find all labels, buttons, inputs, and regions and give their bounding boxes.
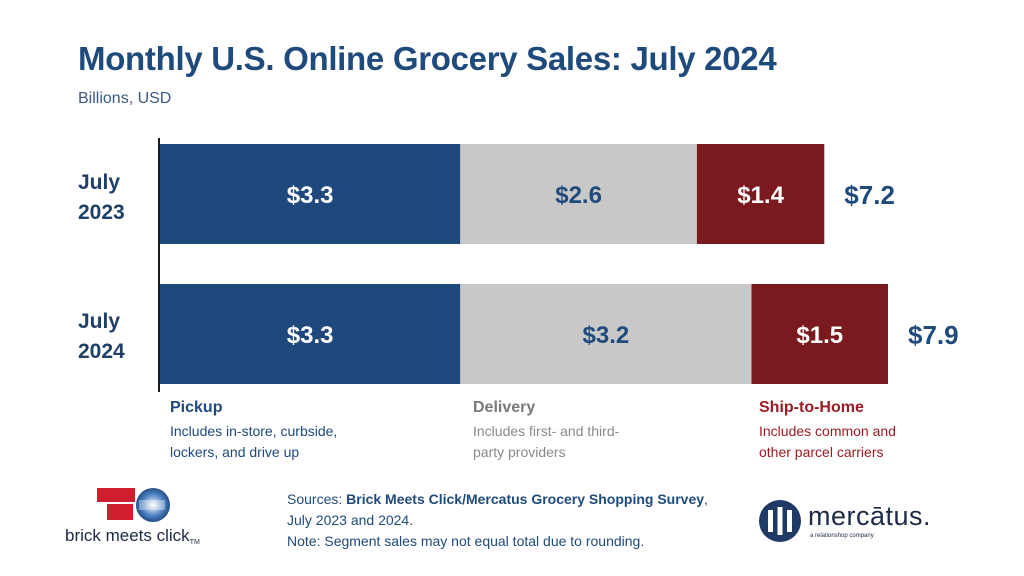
legend-pickup-desc-1: Includes in-store, curbside, bbox=[170, 423, 338, 439]
legend-ship-desc-2: other parcel carriers bbox=[759, 444, 884, 460]
legend-delivery-name: Delivery bbox=[473, 399, 536, 416]
bar-segment-ship-to-home-2023 bbox=[696, 144, 825, 244]
rounding-note: Note: Segment sales may not equal total … bbox=[287, 533, 645, 549]
bar-segment-delivery-2024 bbox=[460, 284, 752, 384]
data-label-delivery-2024: $3.2 bbox=[583, 322, 630, 349]
mercatus-logo: mercātus. a relationshop company bbox=[758, 497, 958, 547]
mercatus-mark-icon bbox=[759, 500, 801, 542]
data-label-ship-to-home-2023: $1.4 bbox=[737, 182, 784, 209]
data-label-pickup-2024: $3.3 bbox=[287, 322, 334, 349]
data-label-delivery-2023: $2.6 bbox=[555, 182, 602, 209]
category-label-2024: July 2024 bbox=[78, 307, 125, 367]
bar-segment-pickup-2023 bbox=[160, 144, 461, 244]
legend-ship-desc-1: Includes common and bbox=[759, 423, 896, 439]
brick-meets-click-name: brick meets click bbox=[65, 526, 190, 545]
sources-name: Brick Meets Click/Mercatus Grocery Shopp… bbox=[346, 491, 705, 507]
category-label-year: 2023 bbox=[78, 201, 125, 224]
legend-delivery: Delivery Includes first- and third- part… bbox=[473, 399, 619, 463]
brick-meets-click-mark-icon bbox=[97, 488, 170, 522]
sources-prefix: Sources: bbox=[287, 491, 347, 507]
total-label-2023: $7.2 bbox=[844, 180, 895, 210]
sources-line-1: Sources: Brick Meets Click/Mercatus Groc… bbox=[287, 489, 757, 510]
sources-line-2: July 2023 and 2024. bbox=[287, 512, 414, 528]
chart-subtitle: Billions, USD bbox=[78, 90, 172, 107]
category-label-month: July bbox=[78, 171, 121, 194]
legend-pickup-name: Pickup bbox=[170, 399, 223, 416]
category-label-2023: July 2023 bbox=[78, 168, 125, 228]
category-label-year: 2024 bbox=[78, 340, 125, 363]
brick-meets-click-logo: brick meets clickTM bbox=[65, 486, 235, 548]
legend-ship-to-home: Ship-to-Home Includes common and other p… bbox=[759, 399, 896, 463]
data-label-ship-to-home-2024: $1.5 bbox=[796, 322, 843, 349]
brick-meets-click-wordmark: brick meets clickTM bbox=[65, 526, 200, 546]
legend-pickup-desc-2: lockers, and drive up bbox=[170, 444, 300, 460]
data-label-pickup-2023: $3.3 bbox=[287, 182, 334, 209]
sources-suffix: , bbox=[704, 491, 708, 507]
category-label-month: July bbox=[78, 310, 121, 333]
mercatus-wordmark: mercātus. bbox=[808, 501, 932, 531]
legend-delivery-desc-2: party providers bbox=[473, 444, 566, 460]
total-label-2024: $7.9 bbox=[908, 320, 959, 350]
sources-note: Sources: Brick Meets Click/Mercatus Groc… bbox=[287, 489, 757, 552]
category-axis-line bbox=[158, 138, 160, 392]
legend-pickup: Pickup Includes in-store, curbside, lock… bbox=[170, 399, 337, 463]
mercatus-tagline: a relationshop company bbox=[810, 533, 874, 539]
bar-segment-ship-to-home-2024 bbox=[751, 284, 888, 384]
trademark-mark: TM bbox=[189, 539, 200, 546]
legend-ship-name: Ship-to-Home bbox=[759, 399, 864, 416]
bar-segment-delivery-2023 bbox=[460, 144, 697, 244]
chart-title: Monthly U.S. Online Grocery Sales: July … bbox=[78, 40, 777, 77]
legend-delivery-desc-1: Includes first- and third- bbox=[473, 423, 620, 439]
bar-segment-pickup-2024 bbox=[160, 284, 461, 384]
